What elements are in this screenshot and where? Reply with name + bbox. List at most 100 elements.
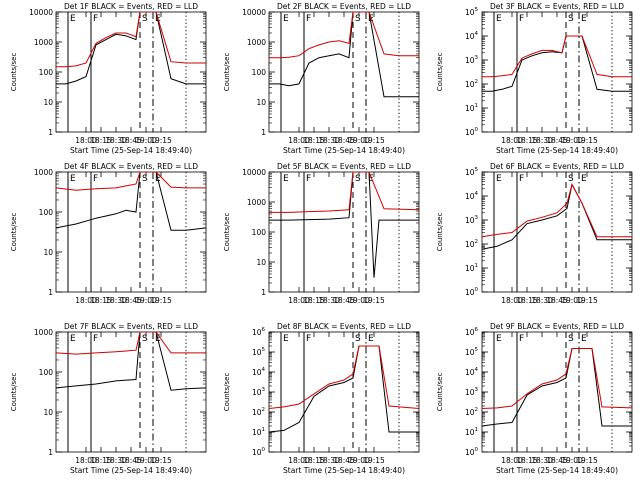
x-tick-label: 18:15 [90, 456, 112, 465]
y-tick-label: 1 [48, 288, 53, 297]
y-tick-label: 105 [465, 347, 479, 357]
x-tick-label: 19:15 [576, 136, 598, 145]
x-tick-label: 19:15 [576, 456, 598, 465]
x-tick-label: 18:15 [90, 136, 112, 145]
event-marker-label: E [496, 14, 502, 24]
event-marker-label: S [568, 334, 574, 344]
x-tick-label: 19:00 [348, 456, 370, 465]
plot-frame [268, 171, 420, 293]
series-line [56, 172, 206, 231]
y-tick-label: 100 [252, 68, 267, 77]
x-tick-label: 19:00 [348, 296, 370, 305]
event-marker-label: S [142, 174, 148, 184]
chart-title: Det 4F BLACK = Events, RED = LLD [64, 162, 198, 171]
x-axis-label: Start Time (25-Sep-14 18:49:40) [70, 466, 192, 475]
chart-panel: Det 3F BLACK = Events, RED = LLD 100 101 10… [436, 2, 633, 155]
x-tick-label: 19:15 [150, 136, 172, 145]
event-marker-label: E [368, 334, 374, 344]
x-tick-label: 18:45 [333, 456, 355, 465]
x-tick-label: 18:15 [516, 456, 538, 465]
x-axis-label: Start Time (25-Sep-14 18:49:40) [283, 146, 405, 155]
chart-panel: Det 6F BLACK = Events, RED = LLD 100 101 10… [436, 162, 633, 305]
x-tick-label: 18:45 [546, 456, 568, 465]
y-axis-label: Counts/sec [436, 213, 444, 252]
plot-frame [481, 171, 633, 293]
y-tick-label: 102 [465, 79, 478, 89]
x-tick-label: 18:15 [303, 296, 325, 305]
x-tick-label: 19:00 [561, 296, 583, 305]
x-tick-label: 19:00 [561, 456, 583, 465]
x-tick-label: 19:15 [363, 136, 385, 145]
x-axis-label: Start Time (25-Sep-14 18:49:40) [283, 466, 405, 475]
y-tick-label: 10000 [242, 8, 266, 17]
x-tick-label: 18:30 [531, 456, 553, 465]
y-axis-label: Counts/sec [223, 373, 231, 412]
x-tick-label: 19:00 [135, 136, 157, 145]
y-axis-label: Counts/sec [436, 53, 444, 92]
series-line [482, 35, 632, 78]
y-tick-label: 103 [465, 387, 479, 397]
chart-panel: Det 7F BLACK = Events, RED = LLD 1 10 100 10… [10, 322, 207, 475]
x-tick-label: 18:45 [333, 296, 355, 305]
x-axis-label: Start Time (25-Sep-14 18:49:40) [70, 146, 192, 155]
x-tick-label: 18:30 [105, 456, 127, 465]
series-line [482, 35, 632, 92]
y-tick-label: 105 [252, 347, 266, 357]
event-marker-label: S [568, 14, 574, 24]
x-tick-label: 19:00 [348, 136, 370, 145]
x-tick-label: 19:00 [135, 296, 157, 305]
y-axis-label: Counts/sec [10, 373, 18, 412]
chart-title: Det 2F BLACK = Events, RED = LLD [277, 2, 411, 11]
x-tick-label: 18:45 [333, 136, 355, 145]
y-tick-label: 100 [39, 208, 54, 217]
y-tick-label: 101 [465, 427, 478, 437]
y-tick-label: 100 [465, 447, 479, 457]
event-marker-label: F [306, 174, 311, 184]
y-tick-label: 104 [252, 367, 266, 377]
y-tick-label: 104 [465, 191, 479, 201]
y-tick-label: 102 [465, 407, 478, 417]
x-tick-label: 18:00 [501, 296, 523, 305]
series-line [482, 348, 632, 409]
series-line [269, 345, 419, 433]
chart-title: Det 7F BLACK = Events, RED = LLD [64, 322, 198, 331]
x-tick-label: 19:15 [363, 296, 385, 305]
x-tick-label: 18:15 [303, 136, 325, 145]
event-marker-label: S [355, 14, 361, 24]
event-marker-label: E [581, 174, 587, 184]
y-tick-label: 10 [256, 258, 266, 267]
x-tick-label: 18:15 [90, 296, 112, 305]
y-tick-label: 100 [252, 228, 267, 237]
y-tick-label: 1000 [34, 328, 53, 337]
plot-frame [55, 11, 207, 133]
y-axis-label: Counts/sec [10, 53, 18, 92]
x-tick-label: 18:00 [288, 296, 310, 305]
y-axis-label: Counts/sec [436, 373, 444, 412]
x-tick-label: 19:00 [135, 456, 157, 465]
event-marker-label: E [283, 174, 289, 184]
series-line [482, 183, 632, 238]
y-tick-label: 102 [252, 407, 265, 417]
x-tick-label: 18:45 [120, 296, 142, 305]
x-tick-label: 19:00 [561, 136, 583, 145]
y-tick-label: 100 [465, 127, 479, 137]
x-tick-label: 19:15 [150, 456, 172, 465]
x-tick-label: 18:45 [546, 136, 568, 145]
series-line [269, 12, 419, 98]
y-tick-label: 104 [465, 367, 479, 377]
y-tick-label: 1 [48, 448, 53, 457]
x-tick-label: 18:45 [120, 136, 142, 145]
y-tick-label: 1000 [34, 38, 53, 47]
y-tick-label: 105 [465, 167, 479, 177]
event-marker-label: E [283, 14, 289, 24]
series-line [56, 332, 206, 391]
y-tick-label: 1000 [247, 198, 266, 207]
x-tick-label: 18:15 [516, 136, 538, 145]
y-axis-label: Counts/sec [223, 53, 231, 92]
y-tick-label: 1000 [34, 168, 53, 177]
event-marker-label: F [93, 174, 98, 184]
x-tick-label: 18:30 [531, 136, 553, 145]
x-tick-label: 18:45 [120, 456, 142, 465]
event-marker-label: F [306, 14, 311, 24]
series-line [482, 183, 632, 250]
